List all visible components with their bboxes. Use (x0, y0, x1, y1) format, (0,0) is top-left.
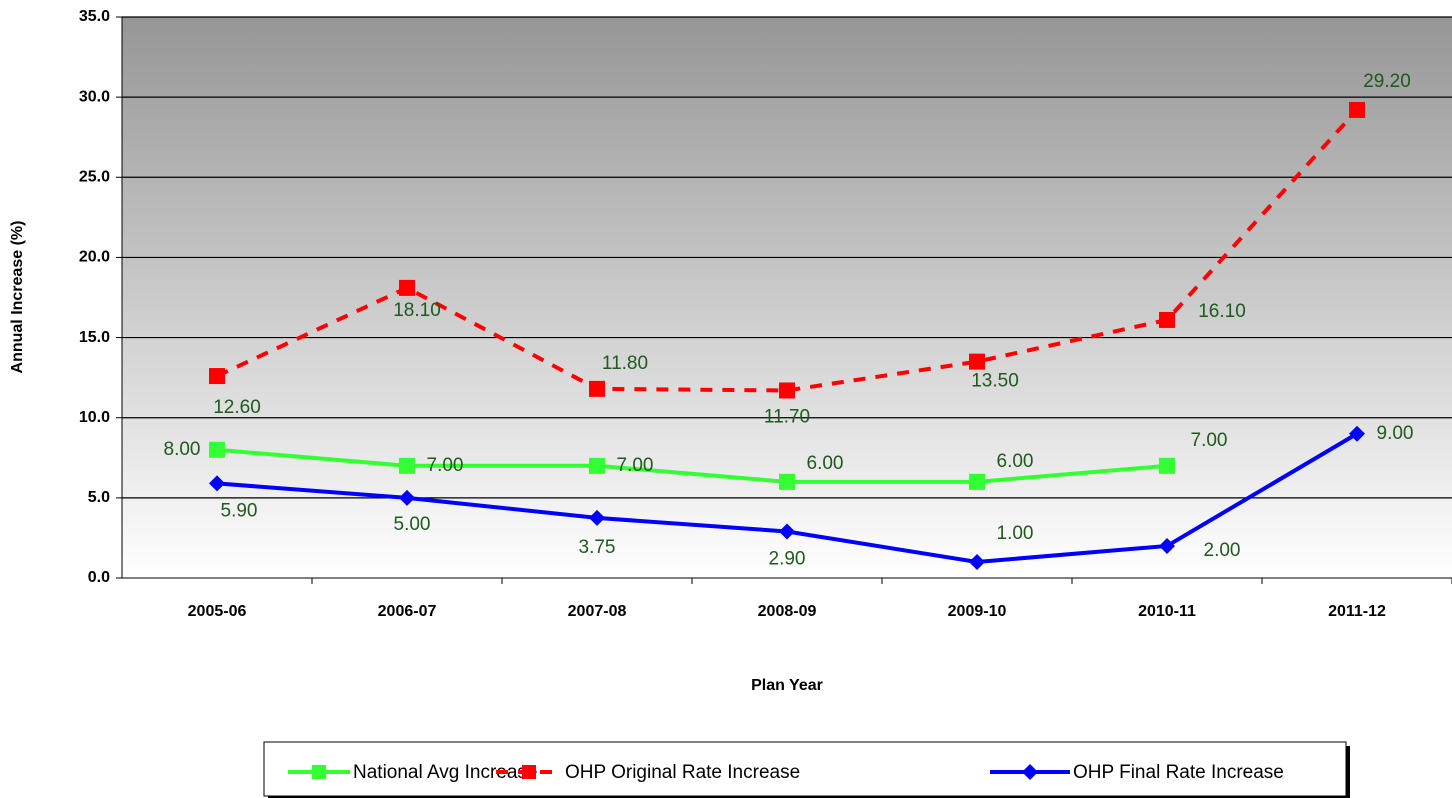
y-tick-label: 30.0 (79, 88, 110, 105)
x-tick-label: 2011-12 (1328, 603, 1386, 620)
data-label: 5.00 (394, 514, 431, 535)
marker (969, 553, 985, 570)
marker (1349, 101, 1365, 118)
data-label: 8.00 (164, 439, 201, 460)
marker (779, 382, 795, 399)
marker (209, 368, 225, 385)
legend-label: National Avg Increase (353, 762, 538, 783)
data-label: 9.00 (1377, 423, 1414, 444)
y-tick-label: 15.0 (79, 329, 110, 346)
y-tick-label: 20.0 (79, 249, 110, 266)
x-axis-title: Plan Year (751, 677, 823, 694)
data-label: 7.00 (427, 455, 464, 476)
x-tick-label: 2010-11 (1138, 603, 1196, 620)
marker (209, 475, 225, 492)
data-label: 11.80 (602, 353, 648, 374)
marker (589, 380, 605, 397)
legend (263, 741, 1347, 797)
data-label: 1.00 (997, 523, 1034, 544)
x-tick-label: 2008-09 (758, 603, 817, 620)
data-label: 12.60 (213, 397, 261, 418)
data-label: 3.75 (579, 537, 616, 558)
marker (522, 765, 536, 779)
marker (399, 457, 415, 474)
marker (1159, 537, 1175, 554)
series-line (216, 447, 1168, 484)
marker (399, 489, 415, 506)
data-label: 7.00 (617, 455, 654, 476)
marker (209, 441, 225, 458)
marker (1159, 457, 1175, 474)
data-label: 18.10 (393, 300, 441, 321)
y-tick-label: 10.0 (79, 409, 110, 426)
data-label: 2.00 (1204, 540, 1241, 561)
y-tick-label: 5.0 (88, 489, 110, 506)
data-label: 2.90 (769, 549, 806, 570)
x-tick-label: 2009-10 (948, 603, 1007, 620)
data-label: 7.00 (1191, 430, 1228, 451)
marker (779, 523, 795, 540)
data-label: 6.00 (997, 451, 1034, 472)
legend-label: OHP Original Rate Increase (565, 762, 800, 783)
marker (1349, 425, 1365, 442)
marker (779, 473, 795, 490)
marker (969, 473, 985, 490)
marker (589, 509, 605, 526)
legend-label: OHP Final Rate Increase (1073, 762, 1284, 783)
y-tick-label: 25.0 (79, 169, 110, 186)
y-tick-label: 35.0 (79, 8, 110, 25)
x-tick-label: 2007-08 (568, 603, 627, 620)
marker (312, 765, 326, 779)
y-tick-label: 0.0 (88, 569, 110, 586)
data-label: 6.00 (807, 453, 844, 474)
data-label: 5.90 (221, 500, 258, 521)
marker (399, 279, 415, 296)
x-tick-label: 2006-07 (378, 603, 437, 620)
data-label: 13.50 (971, 371, 1019, 392)
marker (969, 353, 985, 370)
data-label: 11.70 (764, 406, 810, 427)
marker (1159, 311, 1175, 328)
x-tick-label: 2005-06 (188, 603, 247, 620)
data-label: 29.20 (1363, 71, 1411, 92)
marker (1022, 764, 1038, 780)
y-axis-title: Annual Increase (%) (9, 221, 26, 374)
data-label: 16.10 (1198, 301, 1246, 322)
marker (589, 457, 605, 474)
